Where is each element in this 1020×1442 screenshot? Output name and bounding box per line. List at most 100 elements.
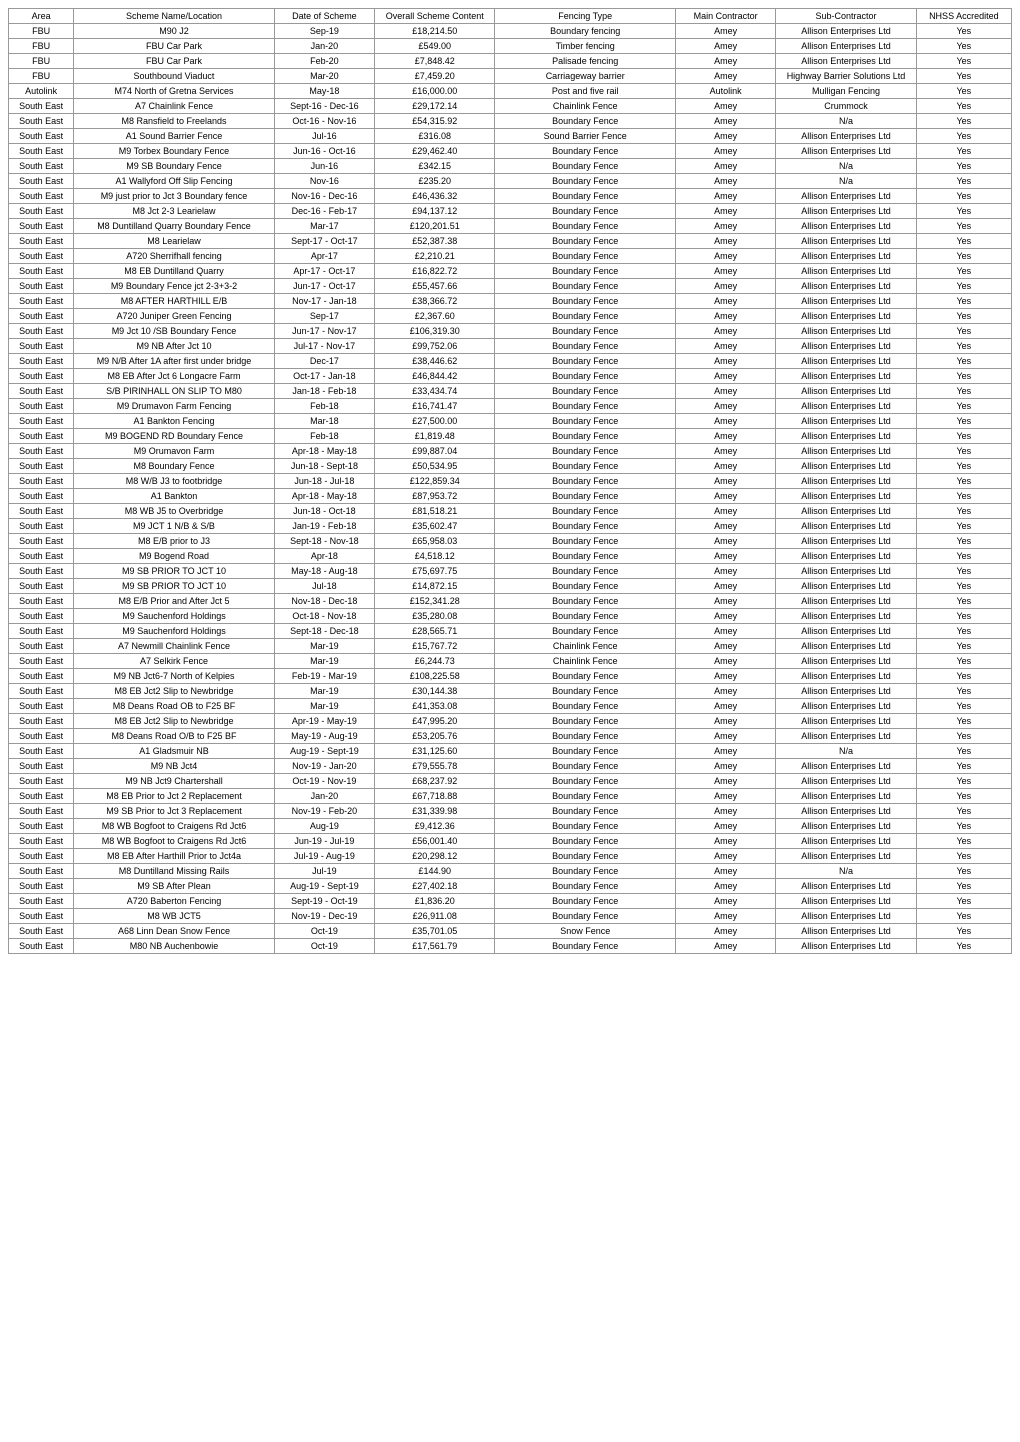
table-cell: Amey <box>675 264 775 279</box>
table-row: South EastA1 BanktonApr-18 - May-18£87,9… <box>9 489 1012 504</box>
table-cell: Amey <box>675 729 775 744</box>
table-cell: South East <box>9 264 74 279</box>
table-head: AreaScheme Name/LocationDate of SchemeOv… <box>9 9 1012 24</box>
table-cell: Yes <box>916 714 1011 729</box>
table-cell: Carriageway barrier <box>495 69 676 84</box>
table-row: South EastS/B PIRINHALL ON SLIP TO M80Ja… <box>9 384 1012 399</box>
table-cell: FBU Car Park <box>74 54 275 69</box>
table-cell: Apr-19 - May-19 <box>274 714 374 729</box>
table-cell: £65,958.03 <box>375 534 495 549</box>
table-cell: Jun-18 - Jul-18 <box>274 474 374 489</box>
table-cell: M9 Torbex Boundary Fence <box>74 144 275 159</box>
table-cell: Amey <box>675 309 775 324</box>
table-cell: Yes <box>916 99 1011 114</box>
table-cell: South East <box>9 459 74 474</box>
table-cell: Jan-19 - Feb-18 <box>274 519 374 534</box>
table-cell: Yes <box>916 834 1011 849</box>
table-cell: Boundary Fence <box>495 474 676 489</box>
table-cell: Yes <box>916 279 1011 294</box>
table-cell: Amey <box>675 939 775 954</box>
table-cell: Yes <box>916 114 1011 129</box>
table-cell: Yes <box>916 579 1011 594</box>
table-cell: South East <box>9 234 74 249</box>
table-cell: M9 NB Jct6-7 North of Kelpies <box>74 669 275 684</box>
table-cell: Amey <box>675 99 775 114</box>
table-row: South EastA720 Juniper Green FencingSep-… <box>9 309 1012 324</box>
table-cell: Boundary Fence <box>495 249 676 264</box>
table-cell: M9 NB Jct4 <box>74 759 275 774</box>
table-row: South EastA7 Chainlink FenceSept-16 - De… <box>9 99 1012 114</box>
table-row: South EastM9 JCT 1 N/B & S/BJan-19 - Feb… <box>9 519 1012 534</box>
table-cell: Allison Enterprises Ltd <box>776 444 916 459</box>
table-cell: Nov-19 - Dec-19 <box>274 909 374 924</box>
table-cell: £28,565.71 <box>375 624 495 639</box>
table-cell: Yes <box>916 204 1011 219</box>
table-cell: Amey <box>675 24 775 39</box>
table-cell: Yes <box>916 309 1011 324</box>
table-cell: A7 Selkirk Fence <box>74 654 275 669</box>
table-cell: South East <box>9 204 74 219</box>
table-cell: May-18 <box>274 84 374 99</box>
table-cell: Yes <box>916 339 1011 354</box>
table-row: South EastM9 SB Boundary FenceJun-16£342… <box>9 159 1012 174</box>
table-cell: £35,280.08 <box>375 609 495 624</box>
table-cell: South East <box>9 489 74 504</box>
table-cell: FBU Car Park <box>74 39 275 54</box>
table-cell: M9 BOGEND RD Boundary Fence <box>74 429 275 444</box>
table-cell: Yes <box>916 399 1011 414</box>
table-row: South EastM9 NB Jct9 ChartershallOct-19 … <box>9 774 1012 789</box>
table-cell: Nov-19 - Jan-20 <box>274 759 374 774</box>
table-cell: Mar-19 <box>274 654 374 669</box>
table-cell: Snow Fence <box>495 924 676 939</box>
table-cell: £27,402.18 <box>375 879 495 894</box>
table-cell: Apr-17 - Oct-17 <box>274 264 374 279</box>
table-cell: Allison Enterprises Ltd <box>776 354 916 369</box>
table-cell: Crummock <box>776 99 916 114</box>
table-cell: Jun-17 - Oct-17 <box>274 279 374 294</box>
table-cell: Allison Enterprises Ltd <box>776 909 916 924</box>
table-cell: £144.90 <box>375 864 495 879</box>
table-cell: £18,214.50 <box>375 24 495 39</box>
table-cell: Boundary Fence <box>495 579 676 594</box>
table-cell: Feb-18 <box>274 399 374 414</box>
table-cell: M80 NB Auchenbowie <box>74 939 275 954</box>
table-cell: Amey <box>675 294 775 309</box>
table-cell: Yes <box>916 849 1011 864</box>
table-row: South EastM9 Drumavon Farm FencingFeb-18… <box>9 399 1012 414</box>
table-cell: M8 EB Jct2 Slip to Newbridge <box>74 714 275 729</box>
table-cell: Boundary Fence <box>495 399 676 414</box>
table-cell: South East <box>9 249 74 264</box>
table-row: FBUFBU Car ParkFeb-20£7,848.42Palisade f… <box>9 54 1012 69</box>
table-cell: £342.15 <box>375 159 495 174</box>
table-cell: M9 NB After Jct 10 <box>74 339 275 354</box>
table-row: South EastM8 Boundary FenceJun-18 - Sept… <box>9 459 1012 474</box>
table-cell: M8 E/B Prior and After Jct 5 <box>74 594 275 609</box>
table-row: South EastM9 Sauchenford HoldingsOct-18 … <box>9 609 1012 624</box>
table-row: FBUFBU Car ParkJan-20£549.00Timber fenci… <box>9 39 1012 54</box>
table-cell: Allison Enterprises Ltd <box>776 489 916 504</box>
table-row: South EastM9 N/B After 1A after first un… <box>9 354 1012 369</box>
table-cell: M8 EB Prior to Jct 2 Replacement <box>74 789 275 804</box>
table-cell: Boundary Fence <box>495 684 676 699</box>
table-cell: Amey <box>675 669 775 684</box>
table-cell: Allison Enterprises Ltd <box>776 279 916 294</box>
table-cell: £15,767.72 <box>375 639 495 654</box>
table-cell: Amey <box>675 564 775 579</box>
col-header: Date of Scheme <box>274 9 374 24</box>
table-cell: Allison Enterprises Ltd <box>776 834 916 849</box>
table-cell: May-18 - Aug-18 <box>274 564 374 579</box>
table-cell: Nov-16 - Dec-16 <box>274 189 374 204</box>
table-cell: £16,000.00 <box>375 84 495 99</box>
table-cell: Amey <box>675 339 775 354</box>
table-cell: Yes <box>916 609 1011 624</box>
table-cell: Feb-18 <box>274 429 374 444</box>
table-cell: £67,718.88 <box>375 789 495 804</box>
table-cell: M8 Deans Road OB to F25 BF <box>74 699 275 714</box>
table-cell: £99,887.04 <box>375 444 495 459</box>
col-header: NHSS Accredited <box>916 9 1011 24</box>
table-cell: £46,844.42 <box>375 369 495 384</box>
table-cell: Amey <box>675 684 775 699</box>
table-body: FBUM90 J2Sep-19£18,214.50Boundary fencin… <box>9 24 1012 954</box>
table-cell: Allison Enterprises Ltd <box>776 534 916 549</box>
table-cell: Boundary Fence <box>495 429 676 444</box>
